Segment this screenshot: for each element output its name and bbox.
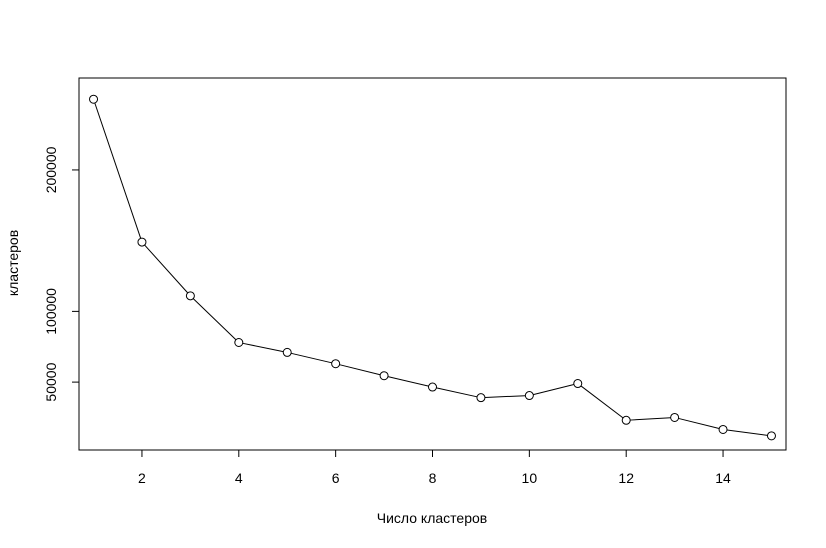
data-point: [331, 359, 341, 369]
data-point: [718, 424, 728, 434]
series-segment: [484, 395, 526, 398]
data-point: [282, 347, 292, 357]
x-tick-label: 6: [332, 470, 340, 486]
data-point: [428, 382, 437, 392]
data-point: [137, 237, 147, 247]
x-tick-label: 4: [235, 470, 243, 486]
series-segment: [387, 376, 429, 387]
data-point: [234, 338, 244, 348]
data-point: [89, 94, 99, 104]
data-point: [524, 391, 534, 401]
y-axis: 50000 100000 200000: [43, 146, 80, 402]
data-point: [670, 412, 680, 422]
y-tick-label: 100000: [43, 288, 59, 335]
data-point: [476, 393, 486, 403]
plot-frame: [78, 77, 787, 451]
series: [89, 94, 776, 441]
data-point: [766, 431, 776, 441]
series-segment: [580, 385, 624, 419]
y-tick-label: 200000: [43, 146, 59, 193]
series-segment: [630, 417, 671, 421]
data-point: [621, 415, 631, 425]
y-tick-label: 50000: [43, 362, 59, 401]
series-segment: [339, 364, 381, 376]
series-segment: [94, 102, 142, 239]
data-point: [379, 371, 389, 381]
series-segment: [436, 387, 478, 398]
x-tick-label: 10: [522, 470, 538, 486]
series-segment: [678, 417, 720, 430]
y-axis-title: кластеров: [5, 230, 21, 296]
x-axis: 2 4 6 8 10 12 14: [138, 449, 731, 486]
x-tick-label: 14: [715, 470, 731, 486]
series-segment: [242, 342, 284, 353]
x-tick-label: 2: [138, 470, 146, 486]
x-tick-label: 8: [429, 470, 437, 486]
data-point: [185, 291, 195, 301]
x-tick-label: 12: [618, 470, 634, 486]
x-axis-title: Число кластеров: [377, 510, 487, 526]
series-segment: [726, 429, 768, 436]
series-segment: [144, 244, 189, 294]
data-point: [573, 379, 583, 389]
series-segment: [192, 298, 237, 341]
series-segment: [291, 352, 332, 364]
series-segment: [533, 383, 575, 396]
